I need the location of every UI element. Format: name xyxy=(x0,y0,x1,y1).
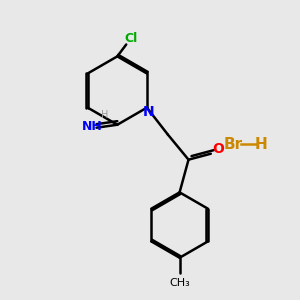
Text: CH₃: CH₃ xyxy=(169,278,190,288)
Text: H: H xyxy=(255,136,268,152)
Text: Cl: Cl xyxy=(124,32,137,45)
Text: N: N xyxy=(142,105,154,119)
Text: O: O xyxy=(212,142,224,156)
Text: Br: Br xyxy=(224,136,243,152)
Text: H: H xyxy=(101,110,108,120)
Text: NH: NH xyxy=(82,120,102,133)
